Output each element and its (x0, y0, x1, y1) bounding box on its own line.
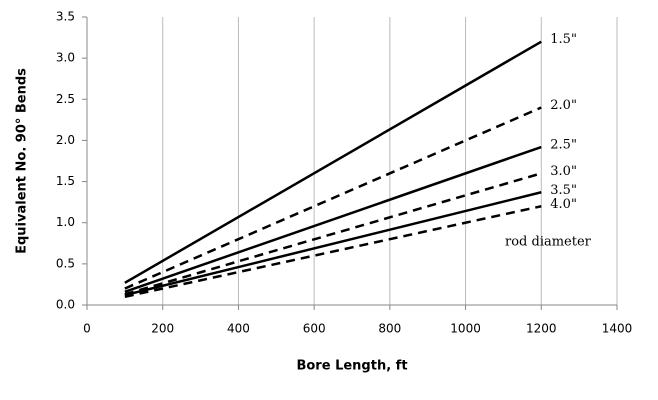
y-tick-label: 3.0 (56, 51, 75, 65)
y-tick-label: 3.5 (56, 10, 75, 24)
series-label: 1.5" (550, 32, 577, 47)
x-tick-label: 1400 (602, 322, 633, 336)
y-tick-label: 2.0 (56, 133, 75, 147)
x-tick-label: 600 (303, 322, 326, 336)
x-tick-label: 400 (227, 322, 250, 336)
series-label: 3.5" (550, 183, 577, 198)
line (124, 191, 542, 297)
line (124, 40, 542, 284)
line (124, 172, 542, 296)
y-tick-label: 1.0 (56, 215, 75, 229)
y-tick-label: 2.5 (56, 92, 75, 106)
series-label: 4.0" (550, 197, 577, 212)
series-label: 3.0" (550, 164, 577, 179)
line (124, 205, 542, 298)
line (124, 106, 542, 290)
y-tick-label: 0.5 (56, 256, 75, 270)
x-tick-label: 0 (83, 322, 91, 336)
x-axis-label: Bore Length, ft (296, 359, 407, 374)
series-label: 2.0" (550, 98, 577, 113)
x-tick-label: 800 (378, 322, 401, 336)
y-tick-label: 1.5 (56, 174, 75, 188)
x-tick-label: 1000 (450, 322, 481, 336)
series-label: 2.5" (550, 138, 577, 153)
y-axis-label: Equivalent No. 90° Bends (15, 68, 30, 254)
x-tick-label: 1200 (526, 322, 557, 336)
x-tick-label: 200 (151, 322, 174, 336)
line (124, 145, 542, 294)
y-tick-label: 0.0 (56, 298, 75, 312)
annotation: rod diameter (505, 235, 592, 250)
